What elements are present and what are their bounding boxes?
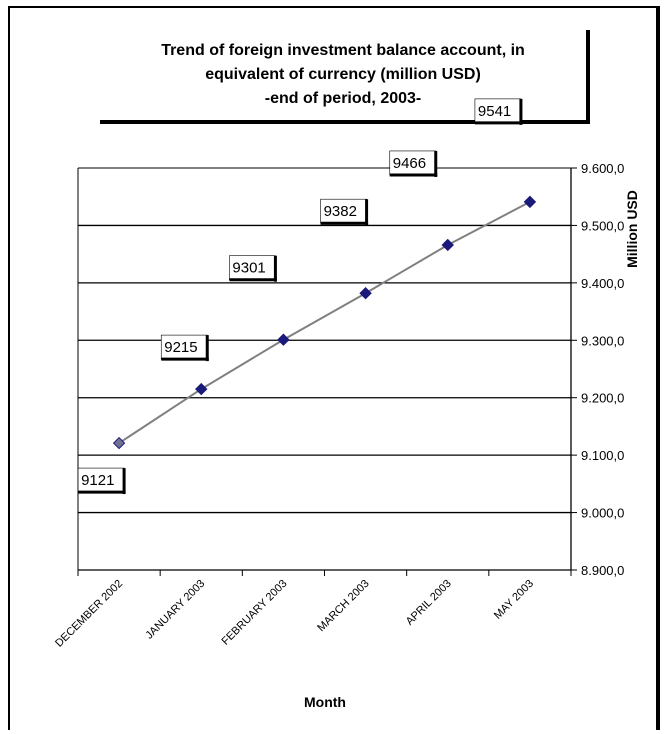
data-label-text: 9301 [232, 260, 265, 277]
data-point [112, 436, 126, 450]
data-label: 9215 [160, 334, 209, 362]
data-label-text: 9466 [393, 155, 426, 172]
data-point [441, 238, 454, 252]
chart-title: Trend of foreign investment balance acco… [100, 30, 590, 124]
chart-title-line-1: Trend of foreign investment balance acco… [161, 42, 525, 59]
data-label-box [474, 98, 522, 124]
data-label-box [77, 467, 125, 493]
data-point [277, 333, 290, 346]
data-label: 9301 [229, 255, 277, 282]
data-point [523, 195, 537, 209]
chart-title-line-2: equivalent of currency (million USD) [205, 66, 481, 83]
data-series [112, 195, 537, 450]
data-label-box [229, 255, 276, 281]
x-axis-label: Month [304, 694, 346, 710]
y-tick-label: 9.300,0 [581, 333, 624, 348]
data-label-text: 9541 [478, 103, 511, 120]
data-label-text: 9215 [164, 339, 197, 356]
data-point [195, 382, 208, 396]
y-tick-label: 9.200,0 [581, 391, 624, 406]
y-axis-label: Million USD [624, 190, 640, 268]
chart-title-line-3: -end of period, 2003- [264, 90, 422, 107]
y-tick-label: 9.000,0 [581, 506, 624, 521]
data-label: 9121 [77, 467, 126, 495]
y-tick-label: 8.900,0 [581, 563, 624, 578]
x-tick-label: FEBRUARY 2003 [220, 578, 290, 648]
data-label-text: 9121 [81, 472, 114, 489]
data-labels: 9121 9215 9301 9382 9466 9541 [77, 98, 523, 495]
gridlines [77, 167, 571, 571]
x-tick-label: DECEMBER 2002 [53, 578, 125, 650]
series-line [118, 200, 531, 444]
y-tick-label: 9.100,0 [581, 448, 624, 463]
data-label: 9466 [389, 150, 438, 177]
data-label: 9382 [320, 198, 369, 226]
x-tick-label: JANUARY 2003 [143, 578, 207, 642]
data-label: 9541 [474, 98, 523, 125]
y-tick-label: 9.500,0 [581, 218, 624, 233]
data-label-text: 9382 [324, 203, 357, 220]
x-tick-label: MARCH 2003 [315, 578, 371, 634]
data-label-box [389, 150, 437, 176]
y-axis: 8.900,0 9.000,0 9.100,0 9.200,0 9.300,0 9.400… [570, 161, 624, 578]
chart-frame [8, 6, 660, 730]
data-point [359, 286, 372, 300]
x-tick-label: APRIL 2003 [404, 578, 454, 628]
x-axis-ticks: DECEMBER 2002 JANUARY 2003 FEBRUARY 2003 MA… [53, 570, 572, 650]
x-tick-label: MAY 2003 [492, 578, 536, 622]
y-tick-label: 9.600,0 [581, 161, 624, 176]
y-tick-label: 9.400,0 [581, 276, 624, 291]
